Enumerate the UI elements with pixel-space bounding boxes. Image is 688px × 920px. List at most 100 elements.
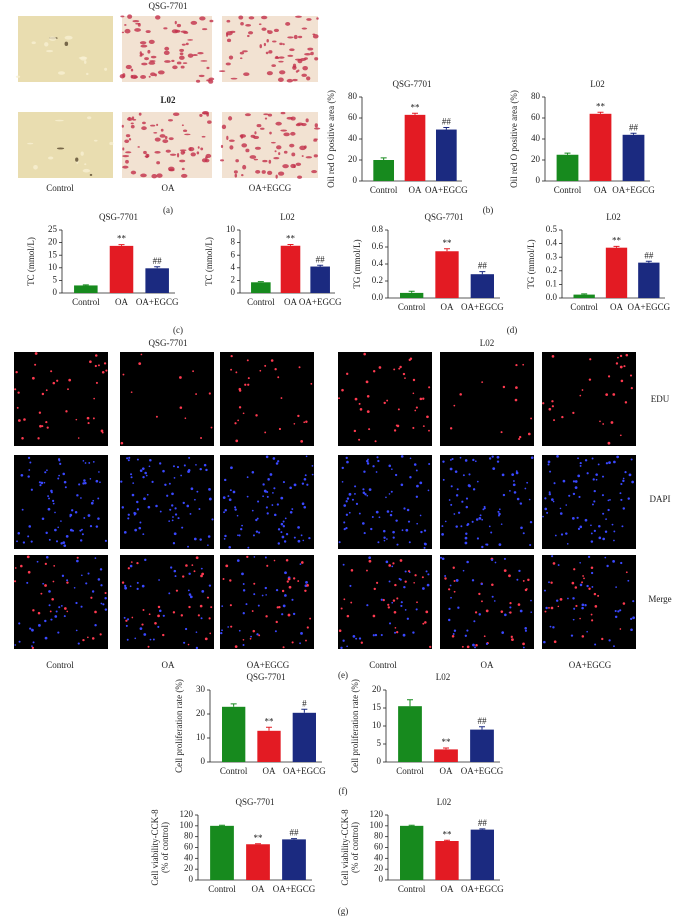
stain-spot [141, 62, 148, 66]
cell-dot [147, 645, 150, 648]
cell-dot [93, 397, 95, 400]
cell-dot [512, 483, 516, 487]
cell-dot [449, 459, 452, 461]
cell-dot [355, 502, 359, 506]
cell-dot [186, 504, 190, 508]
cell-dot [142, 533, 145, 536]
stain-spot [140, 75, 147, 79]
cell-dot [17, 532, 21, 535]
x-tick-label: OA [610, 302, 623, 312]
cell-dot [397, 408, 400, 411]
cell-dot [497, 510, 500, 513]
stain-spot [287, 54, 294, 57]
cell-dot [628, 473, 632, 477]
cell-dot [492, 467, 496, 471]
stain-spot [135, 22, 141, 25]
cell-dot [509, 606, 512, 609]
cell-dot [127, 513, 130, 516]
stain-spot [122, 147, 125, 151]
error-bar [412, 112, 418, 115]
cell-dot [368, 559, 372, 563]
stain-spot [239, 134, 246, 138]
cell-dot [404, 608, 407, 611]
cell-dot [50, 370, 53, 373]
y-tick-label: 120 [370, 809, 384, 819]
cell-dot [364, 493, 367, 496]
stain-spot [31, 41, 36, 45]
stain-spot [273, 28, 280, 33]
chart-title: QSG-7701 [424, 212, 463, 222]
stain-spot [27, 142, 34, 145]
cell-dot [264, 490, 267, 493]
cell-dot [129, 564, 133, 568]
cell-dot [229, 579, 232, 582]
cell-dot [149, 638, 152, 641]
micrograph [222, 112, 318, 178]
bar [257, 730, 281, 762]
bar [470, 274, 494, 298]
cell-dot [530, 599, 532, 602]
cell-dot [412, 378, 416, 382]
y-axis-label: (% of control) [160, 822, 170, 873]
cell-dot [136, 508, 140, 511]
cell-dot [601, 494, 604, 497]
panel-label: (g) [338, 906, 349, 916]
cell-dot [579, 583, 583, 587]
stain-spot [278, 152, 281, 156]
cell-dot [228, 498, 232, 502]
cell-dot [281, 589, 285, 593]
cell-dot [282, 520, 285, 523]
cell-dot [14, 388, 17, 391]
cell-dot [26, 581, 29, 584]
cell-dot [154, 621, 157, 625]
cell-dot [227, 626, 229, 628]
stain-spot [306, 76, 311, 81]
stain-spot [15, 75, 21, 78]
y-tick-label: 6 [231, 249, 236, 259]
significance-mark: ## [316, 254, 326, 264]
cell-dot [155, 504, 158, 508]
cell-dot [185, 564, 188, 567]
cell-dot [550, 581, 553, 584]
cell-dot [31, 645, 33, 648]
stain-spot [282, 164, 289, 169]
cell-dot [415, 495, 419, 498]
cell-dot [272, 492, 274, 494]
cell-dot [375, 471, 378, 473]
cell-dot [45, 420, 48, 424]
cell-dot [571, 517, 575, 520]
cell-dot [415, 406, 418, 409]
stain-spot [250, 134, 256, 138]
y-tick-label: 5 [377, 738, 382, 748]
cell-dot [200, 567, 203, 570]
cell-dot [297, 526, 300, 529]
cell-dot [54, 528, 57, 532]
cell-dot [508, 574, 511, 578]
cell-dot [123, 530, 127, 534]
cell-dot [18, 622, 21, 625]
stain-spot [89, 173, 93, 177]
cell-dot [276, 503, 279, 506]
cell-dot [405, 528, 409, 532]
fluorescence-image [440, 352, 534, 446]
cell-dot [450, 503, 453, 506]
cell-dot [391, 601, 394, 604]
cell-dot [396, 543, 399, 546]
y-tick-label: 40 [374, 852, 384, 862]
bar [109, 245, 134, 293]
cell-dot [579, 525, 583, 529]
cell-dot [97, 517, 100, 520]
bar [282, 839, 306, 880]
stain-spot [295, 70, 299, 73]
x-tick-label: OA [252, 884, 265, 894]
stain-spot [130, 74, 134, 79]
cell-dot [188, 456, 191, 459]
cell-dot [247, 383, 250, 386]
cell-dot [51, 597, 54, 601]
cell-dot [251, 610, 254, 612]
cell-dot [471, 520, 474, 523]
cell-dot [453, 580, 456, 583]
bar [210, 825, 234, 880]
bar [622, 134, 645, 181]
stain-spot [125, 151, 132, 154]
